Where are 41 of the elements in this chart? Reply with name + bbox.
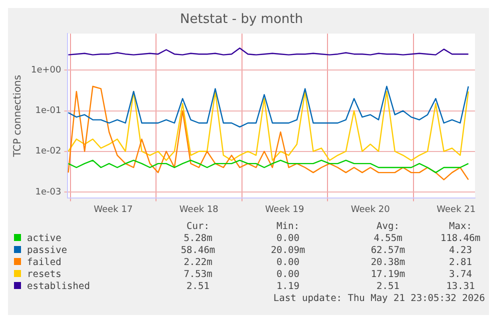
- x-tick-label: Week 20: [350, 204, 390, 215]
- text: 2.51: [376, 281, 400, 293]
- legend-label: passive: [26, 245, 68, 257]
- text: 3.74: [448, 269, 473, 281]
- text: 0.00: [276, 257, 300, 269]
- text: Cur:: [186, 221, 210, 233]
- x-tick-label: Week 18: [179, 204, 219, 215]
- y-tick-label: 1e+00: [30, 66, 62, 76]
- y-tick-label: 1e-01: [35, 106, 62, 116]
- y-axis-title: TCP connections: [12, 74, 24, 158]
- text: Last update: Thu May 21 23:05:32 2026: [272, 293, 486, 305]
- chart-title: Netstat - by month: [180, 12, 303, 28]
- text: 17.19m: [370, 269, 406, 281]
- text: 62.57m: [370, 245, 406, 257]
- text: 13.31: [445, 281, 476, 293]
- x-tick-label: Week 17: [94, 204, 133, 215]
- text: 2.81: [448, 257, 473, 269]
- text: 0.00: [276, 233, 300, 245]
- text: 118.46m: [439, 233, 482, 245]
- x-tick-label: Week 21: [436, 204, 476, 215]
- legend-label: active: [26, 233, 62, 245]
- text: 4.23: [448, 245, 473, 257]
- text: 2.51: [186, 281, 210, 293]
- text: 1.19: [276, 281, 300, 293]
- text: 20.09m: [270, 245, 306, 257]
- text: Max:: [448, 221, 473, 233]
- text: 58.46m: [180, 245, 216, 257]
- text: 2.22m: [182, 257, 214, 269]
- legend-label: resets: [26, 269, 62, 281]
- legend-label: established: [26, 281, 91, 293]
- text: Avg:: [376, 221, 400, 233]
- text: 0.00: [276, 269, 300, 281]
- text: Min:: [276, 221, 300, 233]
- text: 4.55m: [372, 233, 404, 245]
- y-tick-label: 1e-02: [35, 146, 62, 157]
- legend-label: failed: [26, 257, 62, 269]
- text: 5.28m: [182, 233, 214, 245]
- text: 7.53m: [182, 269, 214, 281]
- x-tick-label: Week 19: [265, 204, 304, 215]
- text: 20.38m: [370, 257, 406, 269]
- y-tick-label: 1e-03: [35, 187, 62, 198]
